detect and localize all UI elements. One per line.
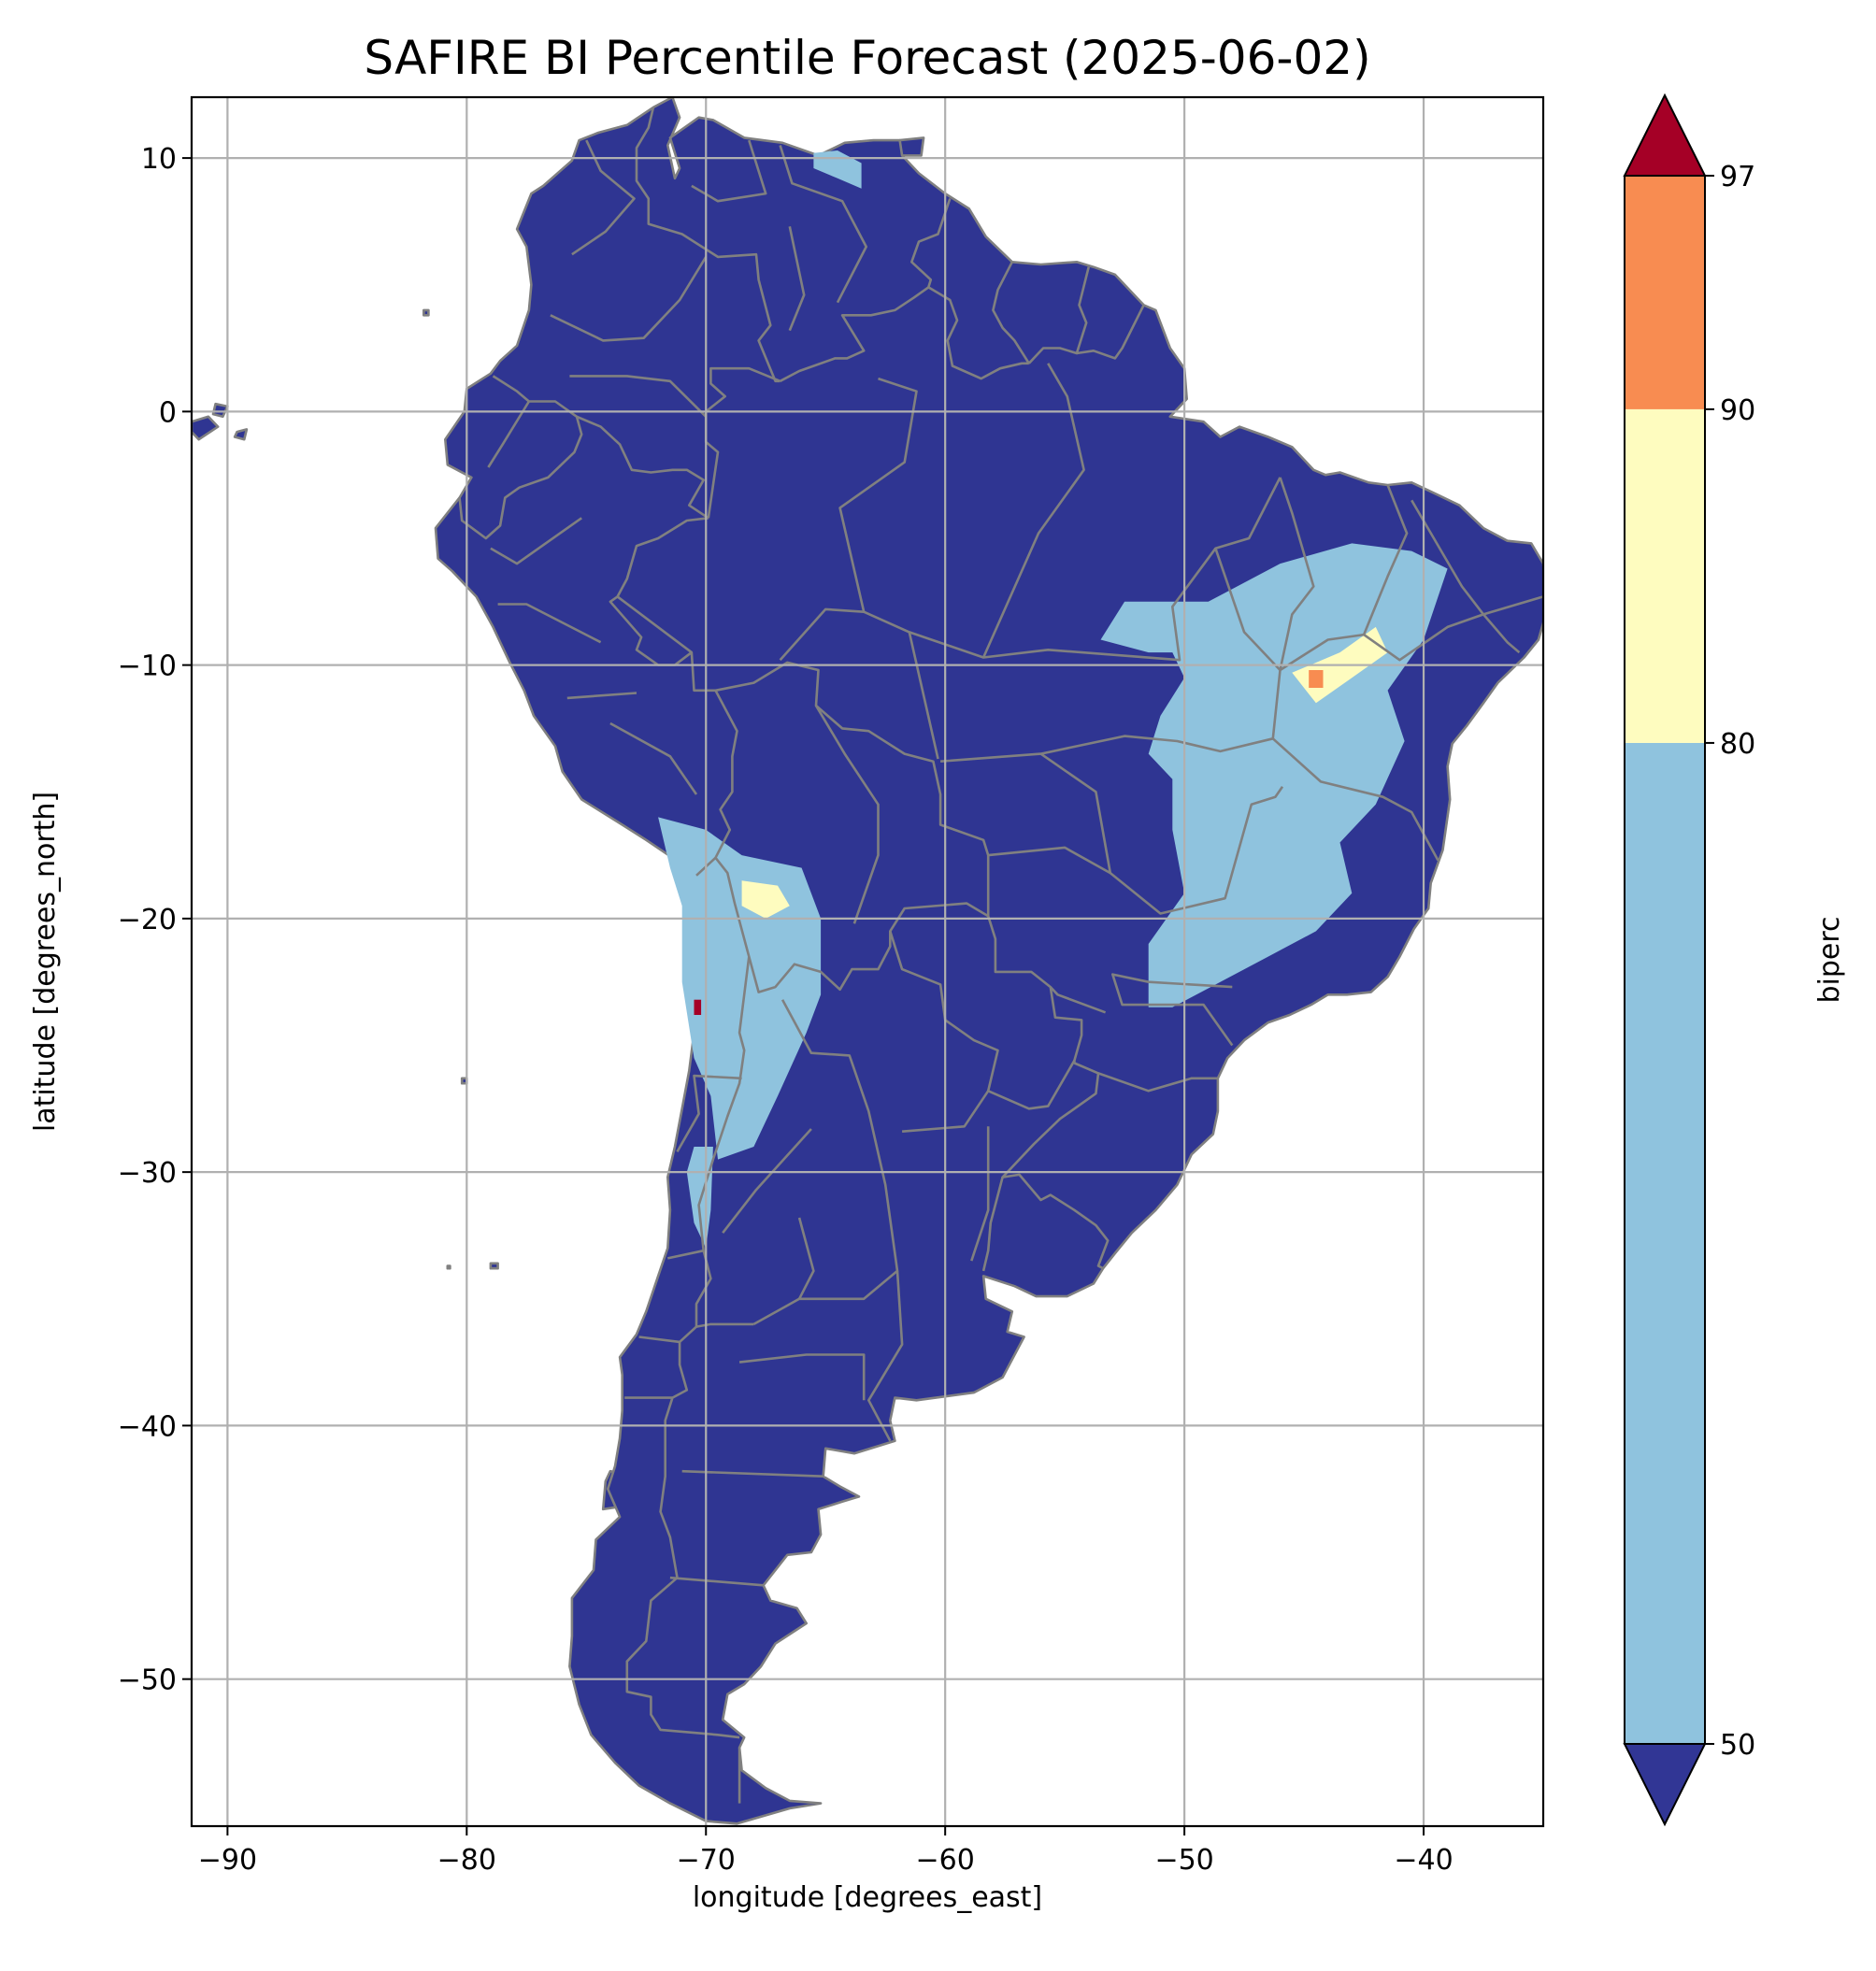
border-line bbox=[616, 595, 693, 654]
colorbar-segment bbox=[1625, 742, 1705, 1744]
colorbar-label: biperc bbox=[1813, 916, 1846, 1003]
border-line bbox=[638, 1335, 680, 1344]
y-tick-label: −20 bbox=[118, 904, 177, 936]
colorbar-tick-label: 90 bbox=[1720, 394, 1755, 427]
colorbar-segment bbox=[1625, 408, 1705, 743]
border-line bbox=[669, 1576, 764, 1587]
border-line bbox=[927, 286, 1029, 380]
x-axis-ticks: −90 −80 −70 −60 −50 −40 bbox=[198, 1826, 1454, 1877]
border-line bbox=[704, 366, 781, 519]
border-line bbox=[752, 999, 899, 1326]
border-line bbox=[667, 1249, 704, 1260]
island bbox=[233, 428, 249, 441]
border-line bbox=[1362, 484, 1409, 636]
y-tick-label: −30 bbox=[118, 1157, 177, 1190]
border-line bbox=[1111, 973, 1234, 1047]
border-line bbox=[1049, 986, 1107, 1014]
border-line bbox=[1271, 737, 1439, 862]
y-axis-ticks: 10 0 −10 −20 −30 −40 −50 bbox=[118, 143, 192, 1697]
border-line bbox=[490, 517, 582, 565]
border-line bbox=[788, 226, 806, 332]
border-line bbox=[569, 375, 708, 418]
border-line bbox=[1411, 499, 1521, 654]
x-axis-label: longitude [degrees_east] bbox=[693, 1881, 1042, 1914]
island bbox=[489, 1262, 499, 1270]
island bbox=[192, 415, 220, 441]
axes-frame bbox=[190, 95, 1545, 1828]
border-line bbox=[714, 661, 990, 993]
colorbar-segment bbox=[1625, 176, 1705, 409]
borders bbox=[458, 107, 1543, 1804]
chart-title: SAFIRE BI Percentile Forecast (2025-06-0… bbox=[364, 31, 1370, 85]
border-line bbox=[838, 377, 918, 612]
y-tick-label: −40 bbox=[118, 1410, 177, 1443]
x-tick-label: −80 bbox=[437, 1844, 496, 1877]
border-line bbox=[1097, 1072, 1218, 1093]
border-line bbox=[970, 1126, 990, 1262]
border-line bbox=[487, 400, 531, 468]
border-line bbox=[981, 363, 1085, 659]
y-axis-label: latitude [degrees_north] bbox=[29, 792, 62, 1132]
border-line bbox=[566, 692, 637, 700]
map-area bbox=[192, 97, 1543, 1826]
y-tick-label: 10 bbox=[141, 143, 177, 176]
island bbox=[422, 308, 430, 317]
region--97 bbox=[694, 999, 702, 1015]
border-line bbox=[1076, 304, 1145, 360]
percentile-regions bbox=[658, 150, 1448, 1249]
border-line bbox=[609, 721, 698, 795]
border-line bbox=[1039, 752, 1112, 874]
border-line bbox=[691, 139, 767, 203]
x-tick-label: −90 bbox=[198, 1844, 257, 1877]
border-line bbox=[901, 1090, 990, 1133]
colorbar-outline bbox=[1624, 175, 1706, 1745]
border-line bbox=[722, 1128, 812, 1234]
border-line bbox=[635, 107, 780, 383]
border-line bbox=[738, 1353, 866, 1401]
island bbox=[898, 136, 925, 157]
region-90-97 bbox=[1309, 670, 1324, 688]
border-line bbox=[609, 517, 716, 693]
y-tick-label: −10 bbox=[118, 650, 177, 683]
border-line bbox=[550, 256, 708, 342]
region-50-80 bbox=[813, 150, 862, 189]
region-80-90 bbox=[741, 880, 790, 919]
island bbox=[446, 1264, 451, 1270]
x-tick-label: −60 bbox=[916, 1844, 975, 1877]
border-line bbox=[797, 1217, 815, 1300]
y-tick-label: −50 bbox=[118, 1664, 177, 1697]
x-tick-label: −40 bbox=[1394, 1844, 1453, 1877]
border-line bbox=[889, 931, 1076, 1110]
border-line bbox=[867, 1270, 904, 1442]
border-line bbox=[988, 786, 1284, 915]
border-line bbox=[779, 198, 952, 382]
colorbar-tick-label: 80 bbox=[1720, 728, 1755, 761]
border-line bbox=[814, 705, 880, 924]
colorbar: 50 80 90 97 bbox=[1623, 93, 1755, 1827]
border-line bbox=[695, 1322, 754, 1328]
border-line bbox=[458, 375, 583, 540]
x-tick-label: −70 bbox=[677, 1844, 736, 1877]
border-line bbox=[981, 1177, 1004, 1272]
border-line bbox=[1279, 477, 1315, 671]
colorbar-tick-label: 50 bbox=[1720, 1729, 1755, 1762]
border-line bbox=[497, 603, 602, 644]
x-tick-label: −50 bbox=[1154, 1844, 1213, 1877]
border-line bbox=[676, 1074, 742, 1153]
colorbar-tick-label: 97 bbox=[1720, 161, 1755, 193]
border-line bbox=[576, 415, 709, 520]
gridlines bbox=[192, 97, 1543, 1826]
y-tick-label: 0 bbox=[159, 396, 177, 429]
border-line bbox=[992, 261, 1030, 364]
border-line bbox=[908, 632, 939, 760]
border-line bbox=[571, 139, 636, 256]
border-line bbox=[1001, 1062, 1110, 1270]
border-line bbox=[779, 145, 867, 304]
